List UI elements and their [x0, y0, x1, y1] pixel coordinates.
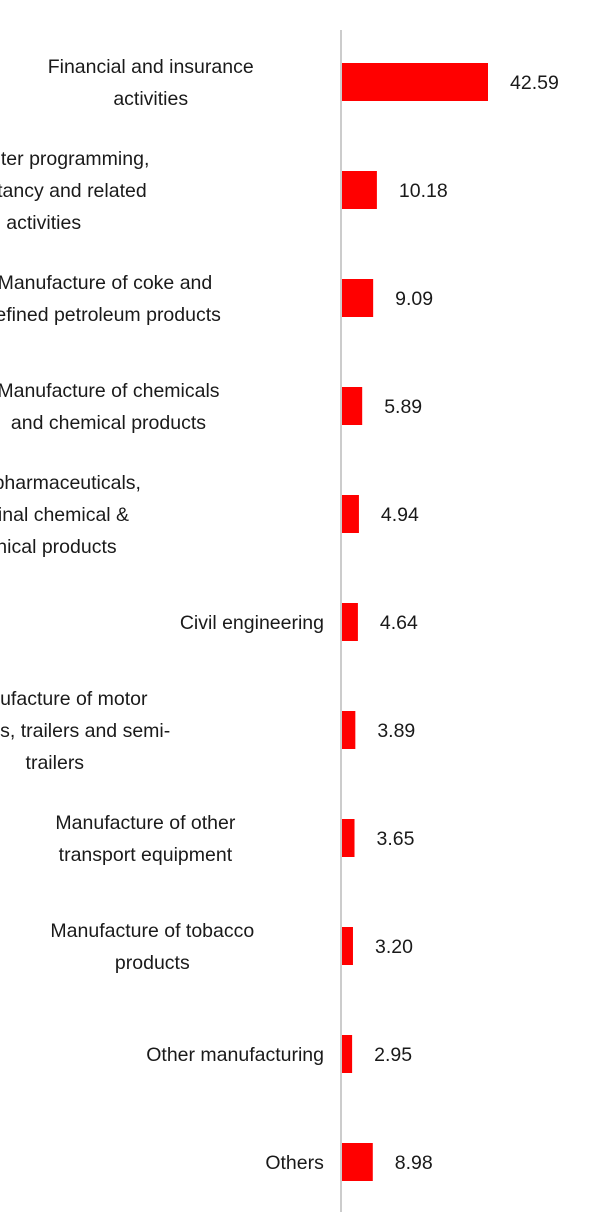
category-label-line: products	[115, 952, 190, 974]
category-label: Computer programming, consultancy and rel…	[0, 148, 149, 234]
bar	[342, 63, 488, 101]
category-label-line: refined petroleum products	[0, 304, 221, 326]
category-label: Other manufacturing	[146, 1044, 324, 1066]
category-label: Mfg of pharmaceuticals, medicinal chemica…	[0, 472, 141, 558]
category-label: Financial and insurance activities	[48, 56, 254, 110]
category-label-line: medicinal chemical &	[0, 504, 129, 526]
value-label: 8.98	[395, 1152, 433, 1174]
value-label: 4.94	[381, 504, 419, 526]
category-label-line: Manufacture of other	[55, 812, 235, 834]
category-label: Manufacture of tobacco products	[50, 920, 254, 974]
category-label-line: Computer programming,	[0, 148, 149, 170]
value-label: 9.09	[395, 288, 433, 310]
category-label: Manufacture of coke and refined petroleum…	[0, 272, 221, 326]
bar	[342, 1143, 373, 1181]
bar	[342, 711, 356, 749]
category-label-line: Manufacture of chemicals	[0, 380, 220, 402]
value-label: 2.95	[374, 1044, 412, 1066]
category-label-line: botanical products	[0, 536, 117, 558]
category-label-line: vehicles, trailers and semi-	[0, 720, 170, 742]
value-label: 10.18	[399, 180, 448, 202]
bar	[342, 603, 358, 641]
bar	[342, 1035, 353, 1073]
category-label: Others	[265, 1152, 324, 1174]
category-label-line: Mfg of pharmaceuticals,	[0, 472, 141, 494]
category-label-line: activities	[6, 212, 81, 234]
category-label-line: Other manufacturing	[146, 1044, 324, 1066]
category-label-line: activities	[113, 88, 188, 110]
category-label-line: Others	[265, 1152, 324, 1174]
category-label-line: Financial and insurance	[48, 56, 254, 78]
category-label-line: Manufacture of tobacco	[50, 920, 254, 942]
bar	[342, 279, 374, 317]
value-label: 5.89	[384, 396, 422, 418]
category-label-line: trailers	[26, 752, 85, 774]
bar	[342, 819, 355, 857]
value-label: 3.65	[377, 828, 415, 850]
category-label-line: Civil engineering	[180, 612, 324, 634]
bar	[342, 495, 359, 533]
category-label: Civil engineering	[180, 612, 324, 634]
bar	[342, 927, 353, 965]
value-label: 3.89	[377, 720, 415, 742]
category-label-line: Manufacture of coke and	[0, 272, 212, 294]
bar	[342, 387, 363, 425]
category-label: Manufacture of motor vehicles, trailers a…	[0, 688, 170, 774]
bar	[342, 171, 377, 209]
value-label: 42.59	[510, 72, 559, 94]
category-label-line: and chemical products	[11, 412, 206, 434]
category-label-line: Manufacture of motor	[0, 688, 148, 710]
category-label: Manufacture of other transport equipment	[55, 812, 235, 866]
category-label-line: consultancy and related	[0, 180, 147, 202]
value-label: 4.64	[380, 612, 418, 634]
category-label-line: transport equipment	[59, 844, 233, 866]
category-label: Manufacture of chemicals and chemical pro…	[0, 380, 220, 434]
value-label: 3.20	[375, 936, 413, 958]
